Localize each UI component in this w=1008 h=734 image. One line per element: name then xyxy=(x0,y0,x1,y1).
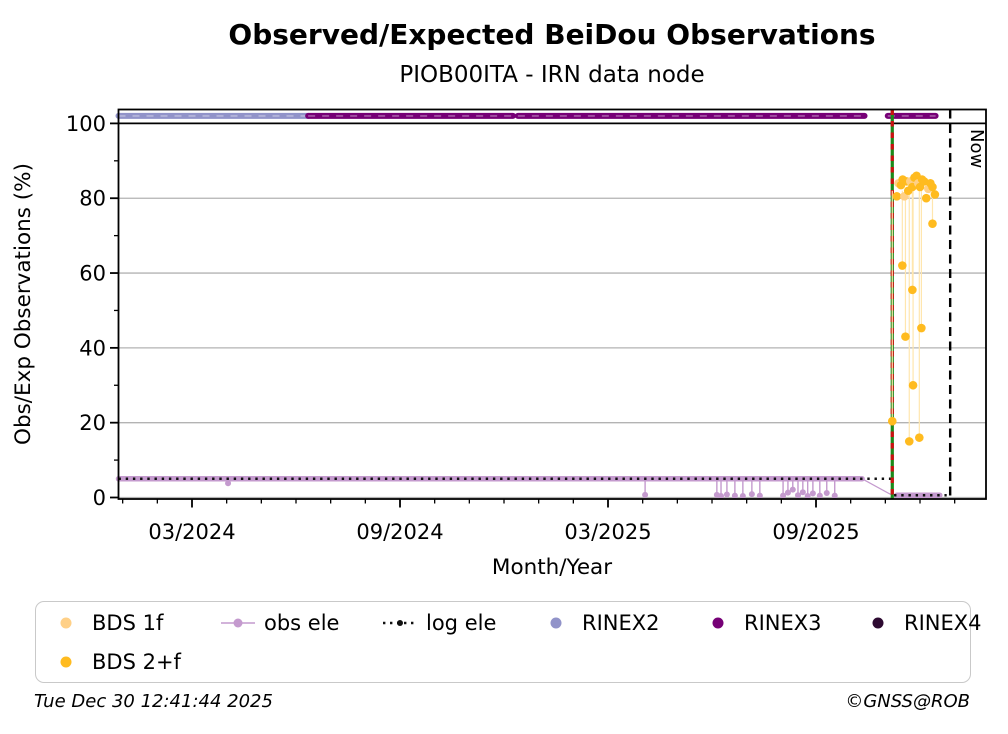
legend-label: RINEX2 xyxy=(582,611,660,635)
y-tick-label: 60 xyxy=(79,262,106,286)
rinex3-marker-icon xyxy=(712,617,724,629)
bds-point xyxy=(917,323,926,333)
legend-item-bds-2-f: BDS 2+f xyxy=(48,650,181,674)
chart-legend: BDS 1f obs ele log ele RINEX2 RINEX3 RINEX4 BD… xyxy=(35,601,982,683)
bds-point xyxy=(915,433,924,442)
y-axis-ticks: 0 20 40 60 80 100 xyxy=(66,112,119,510)
copyright-label: ©GNSS@ROB xyxy=(845,691,970,712)
x-tick-label: 09/2025 xyxy=(772,520,859,544)
legend-label: obs ele xyxy=(264,611,340,635)
x-tick-label: 09/2024 xyxy=(356,520,443,544)
y-tick-label: 0 xyxy=(93,486,106,510)
bds-point xyxy=(901,332,910,341)
y-axis-label: Obs/Exp Observations (%) xyxy=(11,163,36,445)
log-ele-marker-icon xyxy=(383,620,417,626)
now-label: Now xyxy=(966,129,987,168)
x-tick-label: 03/2025 xyxy=(564,520,651,544)
obs-ele-marker-icon xyxy=(221,618,255,628)
legend-item-rinex4: RINEX4 xyxy=(860,611,982,635)
legend-label: BDS 2+f xyxy=(92,650,181,674)
bds-point xyxy=(930,190,940,199)
legend-item-bds-1f: BDS 1f xyxy=(48,611,163,635)
y-tick-label: 80 xyxy=(79,187,106,211)
obs-ele-series xyxy=(115,476,943,500)
legend-item-obs-ele: obs ele xyxy=(220,611,339,635)
rinex4-marker-icon xyxy=(872,617,884,629)
chart-title: Observed/Expected BeiDou Observations xyxy=(228,18,876,51)
gridlines xyxy=(118,122,986,499)
legend-label: log ele xyxy=(426,611,497,635)
plot-timestamp: Tue Dec 30 12:41:44 2025 xyxy=(34,691,273,712)
bds-point xyxy=(921,193,931,203)
legend-item-log-ele: log ele xyxy=(382,611,496,635)
bds-points xyxy=(887,171,940,446)
y-tick-label: 100 xyxy=(66,112,106,136)
legend-item-rinex2: RINEX2 xyxy=(538,611,660,635)
x-tick-label: 03/2024 xyxy=(148,520,235,544)
bds-point xyxy=(887,416,897,426)
bds-point xyxy=(898,261,907,270)
bds-point xyxy=(928,219,937,228)
x-axis-ticks: 03/2024 09/2024 03/2025 09/2025 xyxy=(122,499,956,544)
rinex2-marker-icon xyxy=(550,617,562,629)
y-tick-label: 40 xyxy=(79,336,106,360)
bds-point xyxy=(908,285,917,295)
plot-frame xyxy=(117,108,987,500)
legend-label: RINEX4 xyxy=(904,611,982,635)
legend-label: RINEX3 xyxy=(744,611,822,635)
bds-2-f-marker-icon xyxy=(60,656,72,668)
bds-point xyxy=(904,437,914,446)
bds-point xyxy=(928,182,937,192)
bds-point xyxy=(892,192,902,201)
bds-point xyxy=(908,380,918,390)
legend-label: BDS 1f xyxy=(92,611,164,635)
x-axis-label: Month/Year xyxy=(492,555,612,580)
bds-stems xyxy=(891,190,934,442)
legend-item-rinex3: RINEX3 xyxy=(700,611,822,635)
bds-1f-marker-icon xyxy=(60,617,72,629)
chart-subtitle: PIOB00ITA - IRN data node xyxy=(399,62,705,88)
y-tick-label: 20 xyxy=(79,411,106,435)
